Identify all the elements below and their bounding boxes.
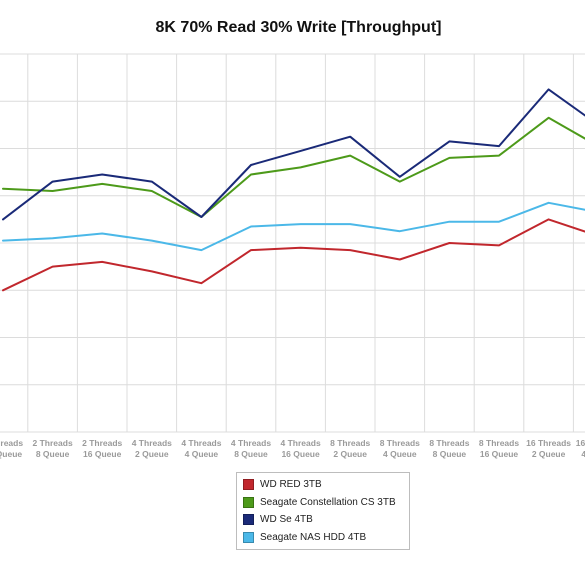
x-tick-label: 2 Threads 16 Queue	[82, 438, 122, 459]
legend-item: Seagate Constellation CS 3TB	[237, 494, 409, 512]
legend-item: WD Se 4TB	[237, 511, 409, 529]
x-tick-label: 2 Threads 8 Queue	[33, 438, 73, 459]
x-tick-label: 4 Threads 4 Queue	[181, 438, 221, 459]
x-tick-label: 8 Threads 4 Queue	[380, 438, 420, 459]
legend-swatch	[243, 479, 254, 491]
x-tick-label: 8 Threads 2 Queue	[330, 438, 370, 459]
legend-label: Seagate Constellation CS 3TB	[260, 496, 396, 508]
x-tick-label: 4 Threads 2 Queue	[132, 438, 172, 459]
series-line	[2, 218, 585, 292]
legend-swatch	[243, 531, 254, 543]
legend-label: Seagate NAS HDD 4TB	[260, 531, 367, 543]
chart-title: 8K 70% Read 30% Write [Throughput]	[155, 19, 442, 36]
x-tick-label: 4 Threads 8 Queue	[231, 438, 271, 459]
legend-item: WD RED 3TB	[237, 476, 409, 494]
legend-item: Seagate NAS HDD 4TB	[237, 529, 409, 547]
legend-label: WD Se 4TB	[260, 514, 313, 526]
series-line	[2, 116, 585, 218]
legend-swatch	[243, 496, 254, 508]
legend-swatch	[243, 514, 254, 526]
legend: WD RED 3TB Seagate Constellation CS 3TB WD…	[236, 472, 410, 550]
x-tick-label: 8 Threads 8 Queue	[429, 438, 469, 459]
x-tick-label: 4 Threads 16 Queue	[281, 438, 321, 459]
x-tick-label: 16 Threads 2 Queue	[526, 438, 571, 459]
series-line	[2, 88, 585, 221]
legend-label: WD RED 3TB	[260, 479, 322, 491]
series-line	[2, 201, 585, 252]
x-tick-label: 8 Threads 16 Queue	[479, 438, 519, 459]
